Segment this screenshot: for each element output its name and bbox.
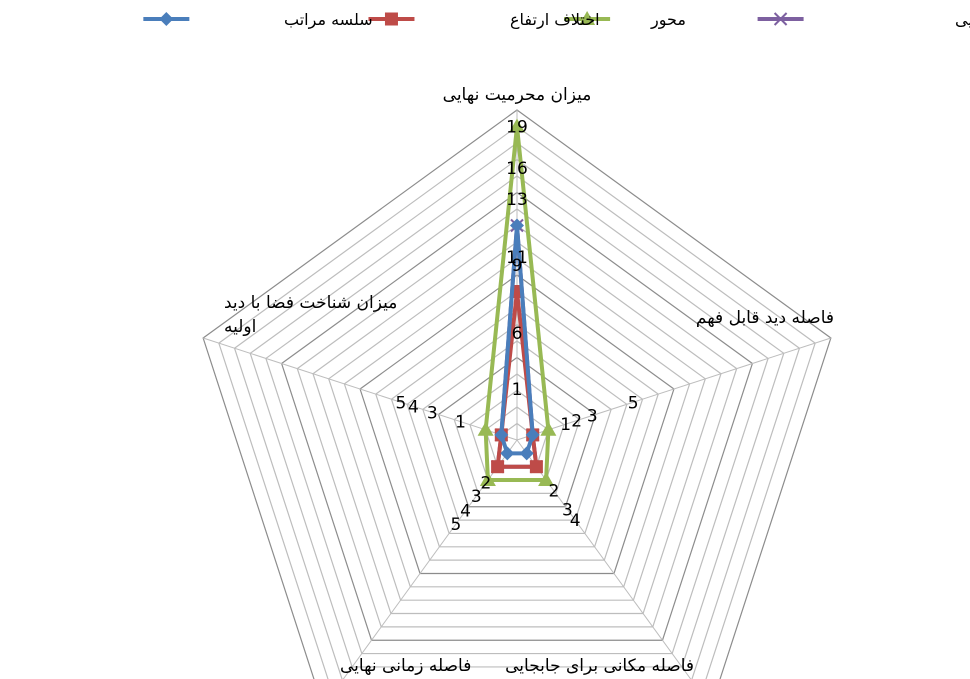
- grid-spoke: [516, 337, 832, 441]
- value-label: 13: [506, 190, 528, 210]
- grid-ring: [437, 356, 597, 508]
- data-point: [538, 472, 555, 487]
- value-label: 5: [628, 393, 639, 413]
- axis-labels: میزان محرمیت نهایی فاصله دید قابل فهم فاصل…: [224, 85, 834, 676]
- grid-ring: [249, 158, 785, 668]
- value-label: 16: [506, 159, 528, 179]
- value-label: 5: [395, 393, 406, 413]
- series-line: [499, 223, 535, 456]
- value-label: 4: [570, 511, 581, 531]
- value-label: 4: [408, 397, 419, 417]
- axis-label: فاصله زمانی نهایی: [340, 656, 471, 676]
- axis-label: میزان شناخت فضا با دید اولیه: [224, 293, 397, 337]
- value-label: 1: [512, 380, 523, 400]
- data-point: [773, 12, 788, 26]
- grid-ring: [453, 373, 581, 494]
- data-point: [510, 218, 524, 233]
- grid-ring: [265, 175, 769, 655]
- axis-label: فاصله دید قابل فهم: [696, 308, 834, 328]
- value-label: 3: [562, 500, 573, 520]
- grid-ring: [327, 241, 707, 601]
- legend-item: محور: [564, 10, 686, 30]
- data-point: [540, 421, 557, 436]
- legend-label: محور: [650, 10, 686, 30]
- data-point: [500, 446, 515, 461]
- value-label: 11: [506, 248, 528, 268]
- grid-ring: [233, 142, 801, 679]
- axis-label: فاصله مکانی برای جابجایی: [505, 656, 694, 676]
- value-label: 3: [587, 407, 598, 427]
- grid-ring: [406, 323, 628, 535]
- legend-item: سلسه مراتب: [143, 10, 373, 30]
- legend-item: هندسه مناسب فضایی: [757, 10, 970, 29]
- value-label: 3: [471, 487, 482, 507]
- grid-ring: [202, 109, 832, 679]
- axis-label: میزان محرمیت نهایی: [443, 85, 592, 105]
- value-label: 19: [506, 118, 528, 138]
- grid-ring: [280, 191, 754, 641]
- data-point: [477, 421, 494, 436]
- series-group: [477, 118, 557, 487]
- grid-ring: [422, 340, 612, 521]
- legend-item: اختلاف ارتفاع: [368, 10, 600, 30]
- value-label: 5: [450, 515, 461, 535]
- value-label: 2: [481, 474, 492, 494]
- value-label: 3: [427, 403, 438, 423]
- data-point: [479, 472, 496, 487]
- value-label: 4: [460, 502, 471, 522]
- legend-label: هندسه مناسب فضایی: [955, 10, 970, 29]
- data-point: [525, 427, 540, 442]
- grid-ring: [390, 307, 644, 548]
- data-point: [494, 427, 509, 442]
- grid-spoke: [202, 337, 518, 441]
- legend: هندسه مناسب فضایی محور اختلاف ارتفاع سلسه م…: [143, 10, 970, 30]
- grid-ring: [359, 274, 675, 575]
- grid-ring: [343, 257, 691, 588]
- grid-ring: [296, 208, 738, 628]
- value-label: 2: [548, 482, 559, 502]
- series-line: [483, 124, 551, 483]
- data-point: [159, 12, 174, 26]
- grid-ring: [375, 290, 659, 561]
- data-point: [519, 446, 534, 461]
- value-label: 9: [512, 256, 523, 276]
- legend-label: سلسه مراتب: [284, 10, 373, 30]
- value-label: 1: [560, 415, 571, 435]
- value-label: 6: [512, 324, 523, 344]
- legend-label: اختلاف ارتفاع: [510, 10, 600, 30]
- value-label: 1: [455, 413, 466, 433]
- data-point: [384, 12, 398, 26]
- data-point: [579, 11, 596, 25]
- data-point: [529, 460, 543, 474]
- value-label: 2: [571, 412, 582, 432]
- grid-ring: [218, 125, 816, 679]
- grid-ring: [312, 224, 722, 615]
- data-point: [509, 118, 525, 133]
- data-point: [491, 460, 505, 474]
